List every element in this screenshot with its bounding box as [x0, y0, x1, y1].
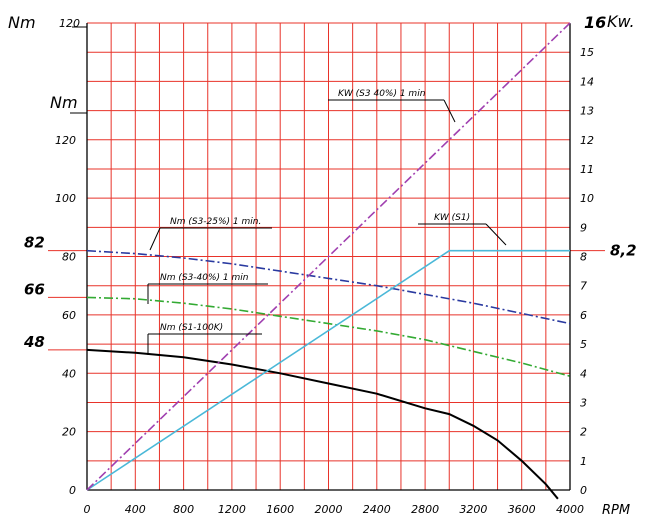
power-tick-label: 10 — [580, 192, 594, 205]
torque-tick-label: 80 — [62, 251, 76, 264]
x-tick-label: 2800 — [411, 503, 439, 516]
x-tick-label: 1200 — [218, 503, 246, 516]
x-tick-label: 4000 — [556, 503, 584, 516]
grid — [86, 22, 571, 491]
torque-tick-label-top: 120 — [59, 17, 80, 30]
series-annotation: Nm (S3-40%) 1 min — [160, 273, 249, 283]
series-annotation: KW (S1) — [434, 213, 470, 223]
torque-tick-label: 20 — [62, 426, 76, 439]
x-tick-label: 2000 — [315, 503, 343, 516]
x-tick-label: 800 — [173, 503, 194, 516]
axes — [70, 23, 571, 491]
series-line — [86, 249, 570, 491]
power-tick-label: 8 — [580, 251, 587, 264]
highlight-torque-label: 82 — [24, 234, 45, 252]
annotation-leader — [149, 227, 161, 251]
series-annotation: KW (S3 40%) 1 min — [338, 89, 426, 99]
power-tick-label: 7 — [580, 280, 587, 293]
annotation-leader — [485, 223, 507, 246]
torque-tick-label: 100 — [55, 192, 76, 205]
highlight-lines: 82 66 48 8,2 — [23, 234, 637, 351]
power-tick-label: 12 — [580, 134, 594, 147]
power-tick-label: 13 — [580, 105, 594, 118]
x-tick-label: 0 — [84, 503, 91, 516]
tick-labels: 0 400 800 1200 1600 2000 2400 2800 3200 3600 40000… — [55, 13, 606, 516]
x-tick-label: 3600 — [508, 503, 536, 516]
x-tick-label: 1600 — [266, 503, 294, 516]
series-line — [86, 296, 571, 377]
x-tick-label: 2400 — [363, 503, 391, 516]
highlight-torque-label: 66 — [24, 280, 45, 298]
power-tick-label: 6 — [580, 309, 587, 322]
series-line — [86, 22, 571, 491]
power-axis-title: Kw. — [607, 12, 635, 31]
series-lines — [86, 22, 571, 500]
torque-tick-label: 40 — [62, 367, 76, 380]
torque-axis-title-top: Nm — [8, 13, 36, 32]
power-tick-label: 4 — [580, 367, 587, 380]
power-tick-label: 2 — [580, 426, 587, 439]
annotations: Nm (S3-25%) 1 min. Nm (S3-40%) 1 min Nm (S… — [147, 89, 507, 355]
annotation-leader — [443, 99, 456, 123]
power-tick-label: 5 — [580, 338, 587, 351]
torque-tick-label: 60 — [62, 309, 76, 322]
series-annotation: Nm (S3-25%) 1 min. — [170, 217, 261, 227]
power-tick-label: 14 — [580, 75, 594, 88]
highlight-power-label: 8,2 — [610, 242, 637, 260]
power-tick-label: 9 — [580, 221, 587, 234]
power-tick-label: 11 — [580, 163, 594, 176]
torque-axis-title: Nm — [50, 93, 78, 112]
power-tick-label: 16 — [584, 13, 606, 32]
series-line — [86, 249, 571, 325]
series-annotation: Nm (S1-100K) — [160, 323, 223, 333]
power-tick-label: 0 — [580, 484, 587, 497]
rpm-axis-title: RPM — [602, 503, 630, 517]
power-tick-label: 1 — [580, 455, 587, 468]
power-tick-label: 15 — [580, 46, 594, 59]
torque-tick-label: 120 — [55, 134, 76, 147]
series-line — [86, 348, 559, 500]
power-tick-label: 3 — [580, 396, 587, 409]
x-tick-label: 3200 — [459, 503, 487, 516]
x-tick-label: 400 — [125, 503, 146, 516]
torque-tick-label: 0 — [69, 484, 76, 497]
highlight-torque-label: 48 — [23, 333, 45, 351]
